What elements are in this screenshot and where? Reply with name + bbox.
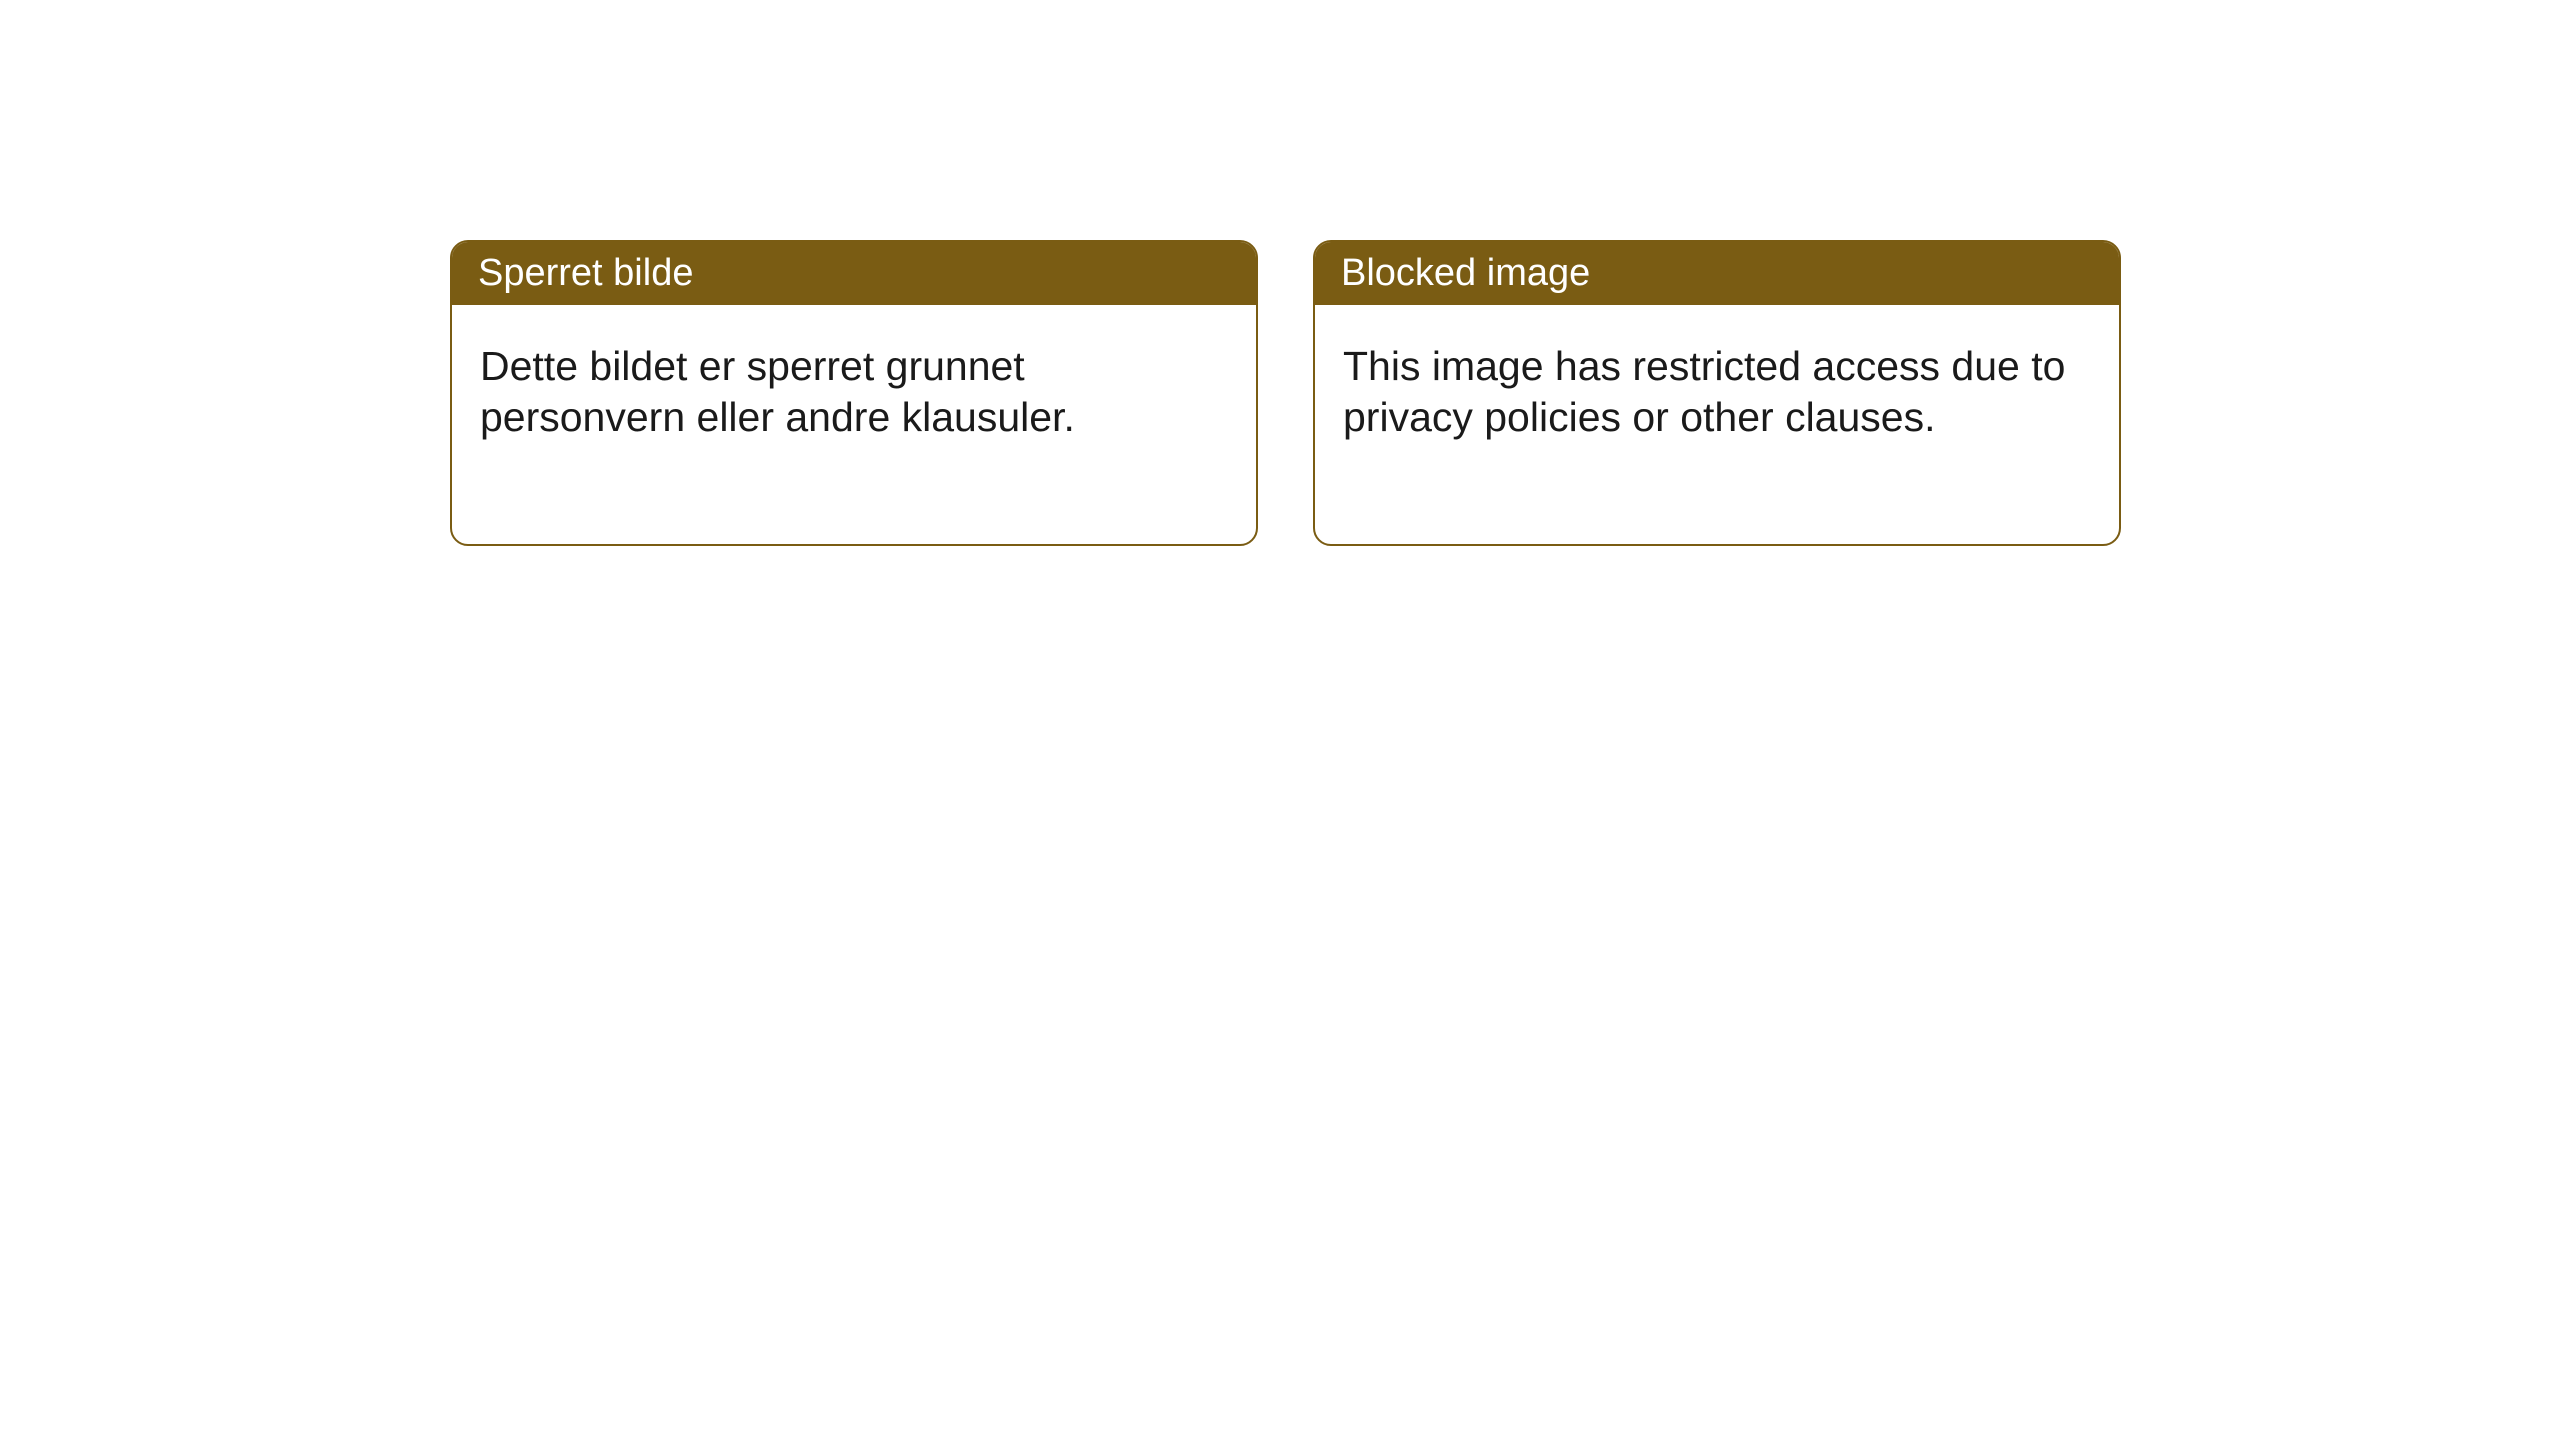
card-body-norwegian: Dette bildet er sperret grunnet personve… <box>452 305 1256 544</box>
card-header-english: Blocked image <box>1315 242 2119 305</box>
notice-cards-container: Sperret bilde Dette bildet er sperret gr… <box>450 240 2121 546</box>
card-body-english: This image has restricted access due to … <box>1315 305 2119 544</box>
notice-card-norwegian: Sperret bilde Dette bildet er sperret gr… <box>450 240 1258 546</box>
card-header-norwegian: Sperret bilde <box>452 242 1256 305</box>
notice-card-english: Blocked image This image has restricted … <box>1313 240 2121 546</box>
